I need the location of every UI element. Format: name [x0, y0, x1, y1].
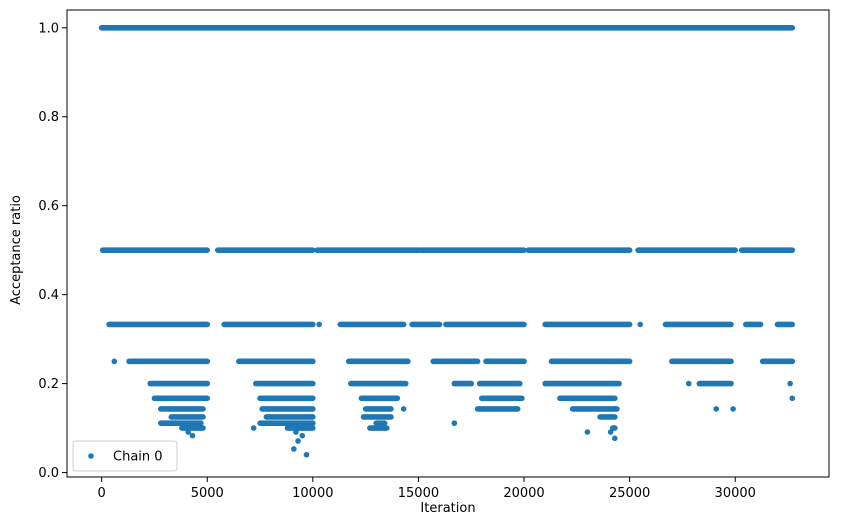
data-point	[713, 406, 720, 412]
y-tick-label: 0.0	[38, 466, 59, 481]
data-point	[398, 380, 405, 387]
x-tick-label: 5000	[191, 486, 224, 501]
y-tick-label: 1.0	[38, 21, 59, 36]
data-point	[316, 321, 322, 328]
data-point	[291, 446, 297, 452]
y-tick-label: 0.2	[38, 377, 59, 392]
y-axis-title: Acceptance ratio	[9, 195, 24, 305]
x-tick-label: 0	[97, 486, 105, 501]
legend-marker	[88, 453, 94, 459]
legend: Chain 0	[72, 440, 178, 472]
data-point	[295, 438, 301, 444]
axes: 0 5000 10000 15000 20000 25000 30000 0.0 0.2 0.4 0…	[38, 9, 830, 501]
y-tick-label: 0.4	[38, 288, 59, 303]
data-point	[730, 406, 736, 412]
legend-label: Chain 0	[113, 450, 163, 465]
data-point	[789, 395, 796, 402]
axes-frame	[66, 9, 830, 478]
x-axis-title: Iteration	[420, 501, 475, 516]
data-point	[400, 406, 407, 412]
legend-box	[72, 440, 178, 472]
data-point	[612, 435, 618, 442]
x-tick-label: 20000	[503, 486, 544, 501]
x-tick-label: 15000	[398, 486, 439, 501]
plot-area	[98, 24, 796, 458]
x-tick-label: 10000	[292, 486, 333, 501]
x-tick-label: 30000	[715, 486, 756, 501]
data-point	[451, 420, 458, 426]
data-point	[111, 358, 118, 365]
data-point	[607, 429, 614, 435]
data-point	[293, 429, 299, 435]
data-point	[185, 429, 192, 435]
data-point	[250, 425, 257, 431]
data-point	[584, 429, 591, 435]
data-point	[787, 380, 793, 387]
data-point	[189, 432, 196, 439]
y-tick-label: 0.8	[38, 110, 59, 125]
x-tick-label: 25000	[609, 486, 650, 501]
data-point	[637, 321, 643, 328]
data-point	[299, 432, 306, 439]
y-tick-label: 0.6	[38, 199, 59, 214]
data-point	[685, 380, 692, 387]
data-point	[303, 451, 310, 458]
